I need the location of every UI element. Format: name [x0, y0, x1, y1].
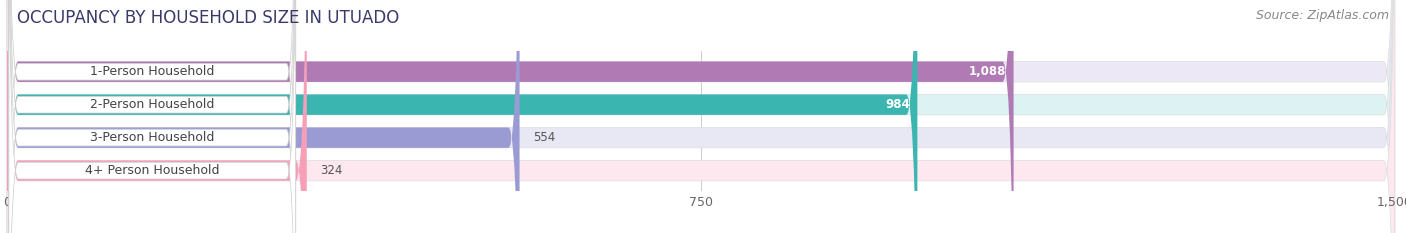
FancyBboxPatch shape [7, 0, 1395, 233]
FancyBboxPatch shape [7, 0, 1395, 233]
FancyBboxPatch shape [7, 0, 1014, 233]
Text: 324: 324 [321, 164, 343, 177]
FancyBboxPatch shape [8, 0, 295, 233]
Text: 1-Person Household: 1-Person Household [90, 65, 215, 78]
Text: 984: 984 [886, 98, 910, 111]
Text: 4+ Person Household: 4+ Person Household [84, 164, 219, 177]
FancyBboxPatch shape [7, 0, 917, 233]
Text: 554: 554 [533, 131, 555, 144]
Text: 3-Person Household: 3-Person Household [90, 131, 215, 144]
Text: Source: ZipAtlas.com: Source: ZipAtlas.com [1256, 9, 1389, 22]
FancyBboxPatch shape [8, 0, 295, 233]
FancyBboxPatch shape [7, 0, 307, 233]
FancyBboxPatch shape [7, 0, 1395, 233]
Text: 2-Person Household: 2-Person Household [90, 98, 215, 111]
FancyBboxPatch shape [8, 0, 295, 233]
Text: OCCUPANCY BY HOUSEHOLD SIZE IN UTUADO: OCCUPANCY BY HOUSEHOLD SIZE IN UTUADO [17, 9, 399, 27]
FancyBboxPatch shape [7, 0, 1395, 233]
Text: 1,088: 1,088 [969, 65, 1007, 78]
FancyBboxPatch shape [8, 0, 295, 233]
FancyBboxPatch shape [7, 0, 520, 233]
